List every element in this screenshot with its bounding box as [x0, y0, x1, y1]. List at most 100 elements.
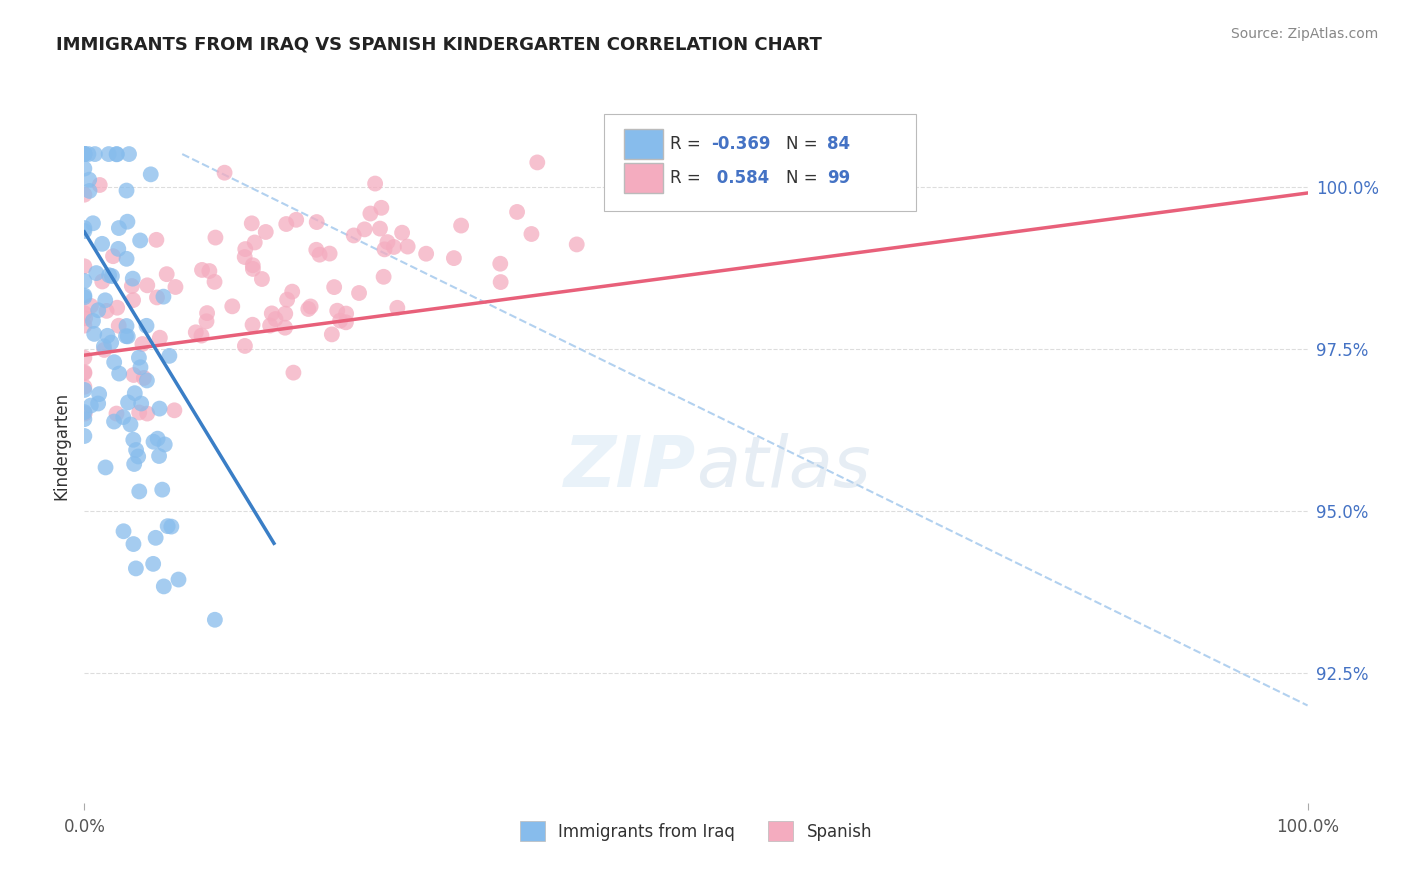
Point — [80, 399, 103, 413]
Point — [73, 380, 96, 394]
Point — [89, 178, 111, 192]
Point — [243, 235, 266, 250]
Point — [195, 314, 218, 328]
Text: Source: ZipAtlas.com: Source: ZipAtlas.com — [1230, 27, 1378, 41]
Point — [276, 217, 298, 231]
Point — [83, 326, 105, 341]
Point — [747, 147, 769, 161]
Text: atlas: atlas — [696, 433, 870, 502]
Point — [242, 261, 264, 276]
Point — [274, 320, 297, 334]
Point — [387, 301, 409, 315]
FancyBboxPatch shape — [605, 114, 917, 211]
Point — [329, 313, 352, 327]
Point — [156, 519, 179, 533]
Point — [77, 172, 100, 186]
Point — [73, 288, 96, 302]
Point — [308, 247, 330, 261]
FancyBboxPatch shape — [624, 129, 664, 159]
Point — [73, 351, 96, 365]
Point — [96, 304, 118, 318]
Point — [79, 184, 101, 198]
Point — [103, 415, 125, 429]
Point — [122, 433, 145, 447]
Point — [125, 561, 148, 575]
Point — [107, 242, 129, 256]
Point — [368, 221, 391, 235]
Point — [97, 147, 120, 161]
Point — [115, 252, 138, 266]
Point — [274, 307, 297, 321]
Point — [359, 206, 381, 220]
Point — [122, 293, 145, 307]
Point — [233, 339, 256, 353]
Point — [128, 484, 150, 499]
Point — [305, 243, 328, 257]
Point — [264, 312, 287, 326]
Point — [233, 242, 256, 256]
Point — [73, 187, 96, 202]
Point — [335, 315, 357, 329]
Point — [285, 212, 308, 227]
Point — [242, 258, 264, 272]
Point — [94, 293, 117, 308]
Point — [122, 368, 145, 382]
Point — [80, 299, 103, 313]
Point — [190, 328, 212, 343]
Point — [73, 383, 96, 397]
Point — [323, 280, 346, 294]
Point — [145, 531, 167, 545]
Text: N =: N = — [786, 136, 824, 153]
Point — [108, 221, 131, 235]
Point — [321, 327, 343, 342]
Point — [91, 236, 114, 251]
Point — [142, 434, 165, 449]
Text: -0.369: -0.369 — [710, 136, 770, 153]
Point — [73, 365, 96, 379]
Point — [115, 184, 138, 198]
Point — [281, 285, 304, 299]
Point — [108, 367, 131, 381]
Point — [240, 216, 263, 230]
Point — [73, 260, 96, 274]
Point — [129, 234, 152, 248]
Text: 84: 84 — [827, 136, 851, 153]
Point — [299, 300, 322, 314]
Point — [83, 147, 105, 161]
Point — [115, 318, 138, 333]
Point — [87, 396, 110, 410]
Point — [153, 437, 176, 451]
Point — [167, 573, 190, 587]
Point — [145, 233, 167, 247]
Point — [73, 290, 96, 304]
Point — [204, 613, 226, 627]
Point — [152, 290, 174, 304]
Point — [443, 251, 465, 265]
Point — [377, 235, 399, 249]
Point — [96, 328, 118, 343]
Point — [242, 318, 264, 332]
Point — [260, 306, 283, 320]
Point — [112, 524, 135, 539]
Point — [127, 450, 149, 464]
Point — [128, 351, 150, 365]
Point — [396, 239, 419, 253]
Point — [73, 147, 96, 161]
Point — [373, 269, 395, 284]
Text: 0.584: 0.584 — [710, 169, 769, 187]
Point — [91, 275, 114, 289]
Point — [415, 246, 437, 260]
Point — [204, 230, 226, 244]
Point — [117, 395, 139, 409]
Point — [297, 301, 319, 316]
Point — [149, 331, 172, 345]
Point — [150, 483, 173, 497]
Point — [73, 161, 96, 176]
Point — [118, 147, 141, 161]
Point — [73, 147, 96, 161]
Point — [82, 314, 104, 328]
Point — [105, 407, 128, 421]
Point — [120, 417, 142, 432]
Point — [276, 293, 298, 307]
Point — [73, 405, 96, 419]
